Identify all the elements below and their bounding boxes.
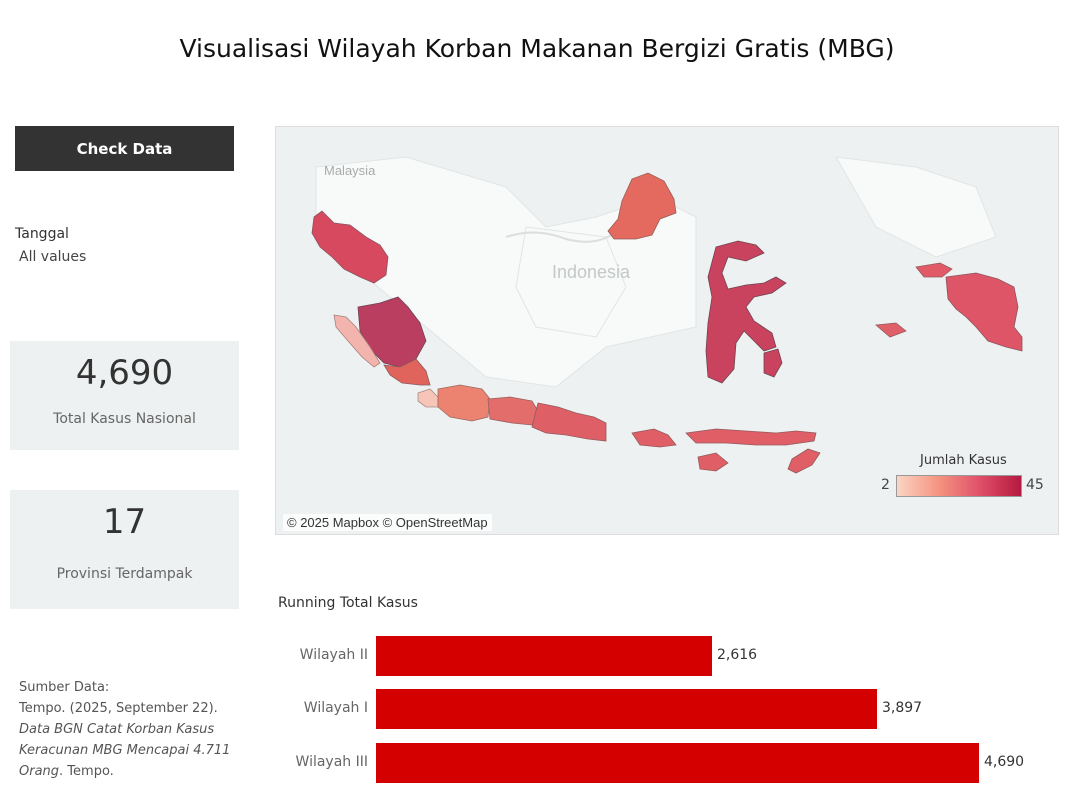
bar-category-label: Wilayah I — [303, 700, 368, 716]
kpi-affected-provinces-label: Provinsi Terdampak — [56, 566, 193, 582]
region-sulawesi[interactable] — [705, 240, 787, 384]
bar-category-label: Wilayah II — [299, 647, 368, 663]
legend-min: 2 — [881, 477, 890, 493]
region-java-east[interactable] — [531, 402, 607, 442]
region-sumatra-south[interactable] — [383, 358, 431, 386]
check-data-button[interactable]: Check Data — [15, 126, 234, 171]
region-kalimantan[interactable] — [607, 172, 677, 240]
kpi-total-cases-label: Total Kasus Nasional — [53, 411, 196, 427]
kpi-total-cases: 4,690 Total Kasus Nasional — [10, 341, 239, 450]
map-legend: Jumlah Kasus 2 45 — [876, 453, 1056, 503]
kpi-total-cases-value: 4,690 — [75, 353, 174, 393]
base-land — [315, 156, 997, 388]
bar-category-label: Wilayah III — [295, 754, 368, 770]
bar-value-label: 4,690 — [984, 754, 1025, 770]
running-total-bar-chart: Wilayah II 2,616 Wilayah I 3,897 Wilayah III… — [0, 620, 1074, 800]
region-papua-west[interactable] — [915, 262, 953, 278]
neighbor-label: Malaysia — [324, 163, 376, 178]
kpi-affected-provinces: 17 Provinsi Terdampak — [10, 490, 239, 609]
bar[interactable] — [376, 636, 712, 676]
region-nusa-tenggara-west[interactable] — [631, 428, 677, 448]
region-java-banten[interactable] — [417, 388, 439, 408]
bar[interactable] — [376, 743, 979, 783]
border-line — [505, 231, 617, 243]
date-filter-value[interactable]: All values — [19, 249, 87, 265]
bar-row: Wilayah III 4,690 — [0, 743, 1074, 783]
region-java-central[interactable] — [487, 396, 539, 426]
region-java-west[interactable] — [437, 384, 491, 422]
region-timor-east[interactable] — [787, 448, 821, 474]
region-nusa-tenggara-east[interactable] — [685, 428, 817, 446]
country-label: Indonesia — [552, 262, 631, 282]
region-sumatra-north[interactable] — [311, 210, 389, 284]
bar-value-label: 3,897 — [882, 700, 923, 716]
date-filter-label: Tanggal — [15, 226, 69, 242]
bar-value-label: 2,616 — [717, 647, 758, 663]
source-citation: Tempo. (2025, September 22). — [19, 701, 218, 716]
kpi-affected-provinces-value: 17 — [102, 502, 147, 542]
source-publisher: . Tempo. — [59, 764, 114, 779]
region-timor[interactable] — [697, 452, 729, 472]
page-title: Visualisasi Wilayah Korban Makanan Bergi… — [179, 34, 895, 63]
choropleth-map[interactable]: Malaysia Indonesia Jumlah Kasus 2 45 © 2… — [275, 126, 1059, 535]
bar[interactable] — [376, 689, 877, 729]
region-sumatra-west[interactable] — [333, 314, 381, 368]
bar-row: Wilayah II 2,616 — [0, 636, 1074, 676]
bar-chart-title: Running Total Kasus — [278, 595, 418, 611]
legend-max: 45 — [1026, 477, 1044, 493]
bar-row: Wilayah I 3,897 — [0, 689, 1074, 729]
region-papua[interactable] — [945, 272, 1023, 352]
map-canvas[interactable]: Malaysia Indonesia — [276, 127, 1059, 535]
data-source: Sumber Data: Tempo. (2025, September 22)… — [19, 677, 239, 782]
region-maluku[interactable] — [875, 322, 907, 338]
legend-color-scale — [896, 475, 1022, 497]
region-sulawesi-southeast[interactable] — [763, 348, 783, 378]
legend-title: Jumlah Kasus — [920, 453, 1007, 468]
map-copyright[interactable]: © 2025 Mapbox © OpenStreetMap — [283, 514, 492, 531]
source-heading: Sumber Data: — [19, 680, 110, 695]
source-article-title: Data BGN Catat Korban Kasus Keracunan MB… — [19, 722, 231, 779]
